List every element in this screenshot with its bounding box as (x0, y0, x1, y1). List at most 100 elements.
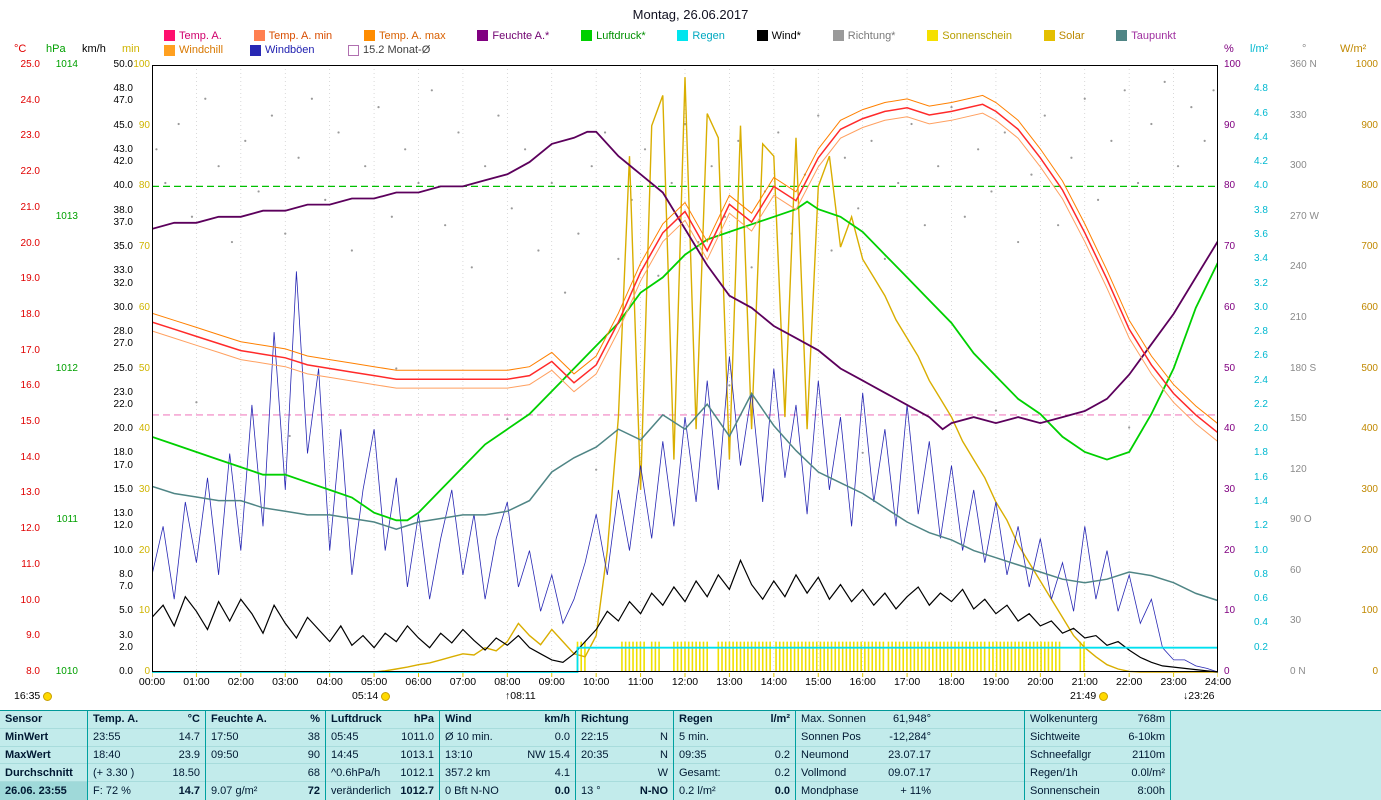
wind-direction-dot (310, 97, 313, 100)
axis-tick-temp: 12.0 (20, 523, 40, 535)
axis-tick-kmh: 8.0 (119, 568, 133, 580)
table-cell: veränderlich (331, 785, 391, 798)
wind-direction-dot (750, 266, 753, 269)
table-row: Temp. A. °C (88, 711, 205, 729)
series-Wind (152, 558, 1218, 673)
table-row: ^0.6hPa/h 1012.1 (326, 764, 439, 783)
table-cell: 23.9 (178, 748, 200, 761)
wind-direction-dot (1123, 89, 1126, 92)
legend-item: Windböen (250, 44, 315, 56)
wind-direction-dot (350, 249, 353, 252)
table-cell: 13:10 (445, 748, 473, 761)
table-row: veränderlich 1012.7 (326, 782, 439, 800)
table-cell: Mondphase (801, 785, 859, 798)
wind-direction-dot (155, 148, 158, 151)
table-row: Schneefallgr 2110m (1025, 747, 1170, 765)
table-cell: 05:45 (331, 731, 359, 744)
wind-direction-dot (603, 131, 607, 134)
moonset-arrow-icon: ↓ (1183, 690, 1189, 702)
table-row: W (576, 764, 673, 783)
wind-direction-dot (364, 165, 367, 168)
table-cell: 13 ° (581, 785, 601, 798)
table-cell: 1012.7 (400, 785, 434, 798)
axis-tick-kmh: 42.0 (113, 156, 133, 168)
axis-tick-kmh: 47.0 (113, 95, 133, 107)
table-row: Vollmond 09.07.17 (796, 764, 1024, 783)
axis-title-min: min (122, 43, 140, 55)
wind-direction-dot (830, 249, 833, 252)
axis-tick-lm2: 3.8 (1254, 204, 1268, 216)
axis-tick-pct: 70 (1224, 241, 1236, 253)
x-axis-label: 22:00 (1116, 676, 1143, 688)
legend-swatch-icon (927, 30, 939, 41)
wind-direction-dot (244, 139, 247, 142)
table-cell: Max. Sonnen (801, 713, 866, 726)
x-axis-label: 10:00 (583, 676, 610, 688)
legend-item: Wind* (756, 29, 801, 42)
axis-tick-pct: 10 (1224, 605, 1236, 617)
table-column: Wind km/h Ø 10 min. 0.0 13:10 NW 15.4 357.2 km… (440, 711, 576, 800)
axis-tick-deg: 180 S (1290, 362, 1317, 374)
table-column (1171, 711, 1381, 800)
table-cell: 0.2 l/m² (679, 785, 716, 798)
wind-direction-dot (1110, 139, 1113, 142)
table-cell: 8:00h (1137, 785, 1165, 798)
table-row: Gesamt: 0.2 (674, 764, 795, 783)
x-axis-label: 04:00 (316, 676, 343, 688)
wind-direction-dot (457, 131, 460, 134)
x-axis-label: 21:00 (1071, 676, 1098, 688)
axis-tick-kmh: 17.0 (113, 459, 133, 471)
axis-tick-min: 0 (144, 666, 150, 677)
table-cell: 1012.1 (400, 766, 434, 779)
table-row: 357.2 km 4.1 (440, 764, 575, 783)
axis-tick-kmh: 28.0 (113, 326, 133, 338)
axis-tick-lm2: 0.8 (1254, 568, 1268, 580)
wind-direction-dot (977, 148, 980, 151)
wind-direction-dot (870, 139, 873, 142)
axis-tick-min: 10 (138, 605, 150, 617)
sunset-icon (1099, 691, 1109, 701)
axis-title-deg: ° (1302, 43, 1307, 55)
wind-direction-dot (563, 291, 567, 294)
table-cell: 2110m (1132, 748, 1165, 761)
series-Temp. A. max (152, 94, 1218, 425)
axis-tick-deg: 240 (1290, 261, 1307, 273)
wind-direction-dot (1203, 139, 1206, 142)
wind-direction-dot (377, 106, 380, 109)
table-cell: Luftdruck (331, 713, 382, 726)
table-cell: (+ 3.30 ) (93, 766, 135, 779)
table-row: 22:15 N (576, 729, 673, 747)
x-axis-label: 09:00 (538, 676, 565, 688)
legend-item: Temp. A. (164, 29, 222, 42)
table-cell: Gesamt: (679, 766, 721, 779)
axis-tick-lm2: 2.4 (1254, 374, 1268, 386)
table-row: F: 72 % 14.7 (88, 782, 205, 800)
series-Luftdruck (152, 200, 1218, 522)
chart-legend: Temp. A. Temp. A. min Temp. A. max Feuchte … (150, 29, 1216, 57)
table-cell: Sensor (5, 713, 43, 726)
axis-tick-min: 30 (138, 483, 150, 495)
legend-item: Windchill (164, 44, 223, 56)
axis-tick-lm2: 1.4 (1254, 496, 1268, 508)
wind-direction-dot (1017, 240, 1020, 244)
x-axis-label: 08:00 (494, 676, 521, 688)
wind-direction-dot (510, 207, 513, 210)
series-Temp. A. min (152, 112, 1218, 443)
table-cell: Regen/1h (1030, 766, 1078, 779)
axis-tick-wm2: 900 (1361, 119, 1378, 131)
axis-tick-kmh: 2.0 (119, 641, 133, 653)
day-length-value: 16:35 (14, 690, 41, 702)
wind-direction-dot (1163, 80, 1166, 83)
x-axis-label: 23:00 (1160, 676, 1187, 688)
legend-swatch-icon (250, 44, 261, 56)
table-cell: Sonnen Pos (801, 731, 861, 744)
table-cell: Richtung (581, 713, 629, 726)
legend-swatch-icon (1043, 30, 1055, 41)
wind-direction-dot (1150, 122, 1153, 126)
table-cell: hPa (413, 713, 434, 726)
axis-tick-wm2: 300 (1361, 483, 1378, 495)
table-column: Luftdruck hPa 05:45 1011.0 14:45 1013.1 ^0.6hP… (326, 711, 440, 800)
table-cell: 26.06. 23:55 (5, 785, 67, 798)
axis-tick-pct: 80 (1224, 180, 1236, 192)
axis-title-kmh: km/h (82, 43, 106, 55)
